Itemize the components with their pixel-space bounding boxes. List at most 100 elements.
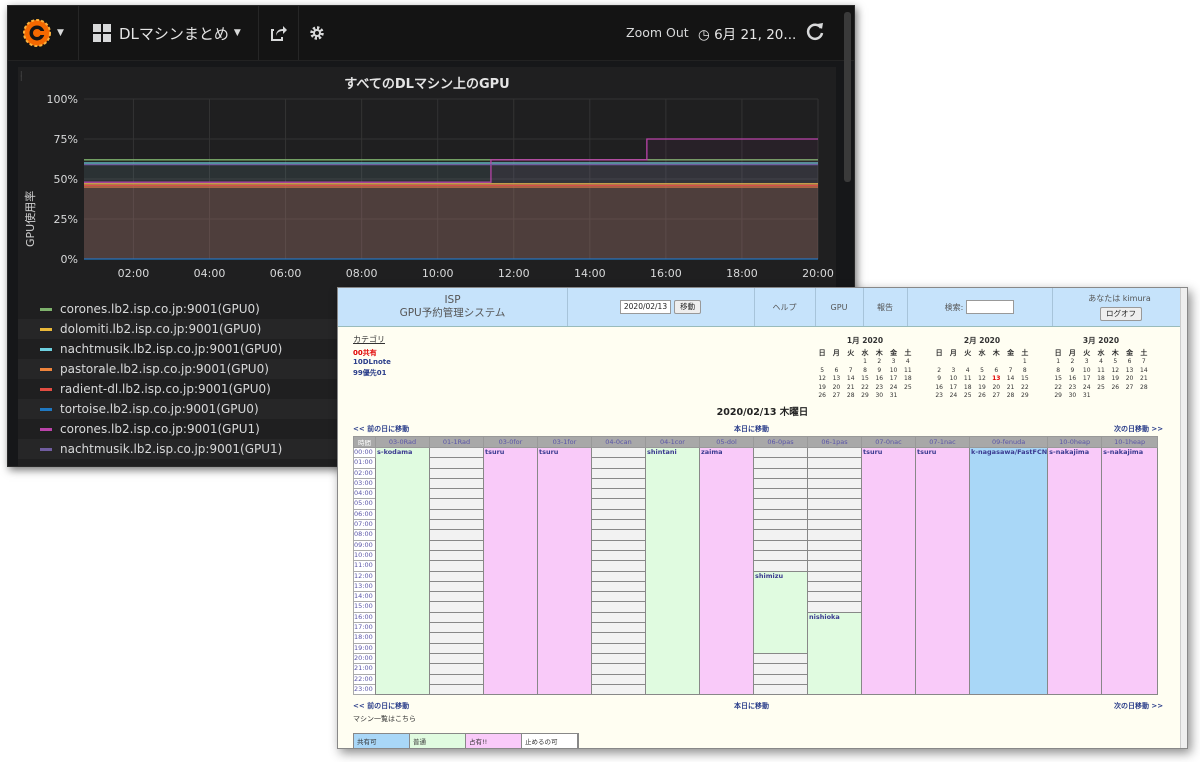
free-slot[interactable] (807, 488, 862, 500)
calendar-day[interactable]: 4 (1099, 358, 1103, 365)
calendar-day[interactable]: 6 (994, 366, 999, 374)
free-slot[interactable] (753, 457, 808, 469)
calendar-day[interactable]: 5 (980, 366, 984, 374)
free-slot[interactable] (753, 477, 808, 490)
reservation-block[interactable]: tsuru (861, 446, 916, 696)
calendar-day[interactable]: 26 (818, 392, 826, 399)
today-link[interactable]: 本日に移動 (734, 425, 769, 433)
free-slot[interactable] (429, 519, 484, 531)
legend-item[interactable]: radient-dl.lb2.isp.co.jp:9001(GPU0) (18, 379, 836, 399)
calendar-day[interactable]: 10 (949, 375, 958, 382)
calendar-day[interactable]: 8 (1022, 366, 1027, 374)
calendar-day[interactable]: 25 (904, 383, 912, 391)
calendar-day[interactable]: 16 (935, 383, 943, 391)
free-slot[interactable] (807, 457, 862, 469)
free-slot[interactable] (591, 477, 646, 490)
gpu-column-header[interactable]: 05-dol (699, 436, 754, 448)
calendar-day[interactable]: 8 (1056, 366, 1061, 374)
time-range-picker[interactable]: ◷ 6月 21, 20... (698, 23, 796, 43)
free-slot[interactable] (429, 570, 484, 582)
free-slot[interactable] (429, 446, 484, 459)
calendar-day[interactable]: 5 (820, 366, 825, 374)
grafana-menu-button[interactable]: ▼ (8, 6, 79, 60)
today-link-bottom[interactable]: 本日に移動 (734, 702, 769, 710)
reservation-block[interactable]: shintani (645, 446, 700, 696)
calendar-day[interactable]: 13 (992, 375, 1001, 382)
free-slot[interactable] (429, 580, 484, 593)
free-slot[interactable] (807, 477, 862, 490)
calendar-day[interactable]: 25 (1097, 383, 1105, 391)
free-slot[interactable] (753, 652, 808, 665)
free-slot[interactable] (429, 601, 484, 613)
gpu-column-header[interactable]: 06-0pas (753, 436, 808, 448)
free-slot[interactable] (429, 539, 484, 551)
free-slot[interactable] (591, 580, 646, 593)
settings-button[interactable] (298, 6, 336, 60)
free-slot[interactable] (591, 560, 646, 572)
free-slot[interactable] (591, 519, 646, 531)
free-slot[interactable] (429, 498, 484, 510)
free-slot[interactable] (591, 591, 646, 603)
calendar-day[interactable]: 16 (1068, 375, 1077, 382)
panel-title[interactable]: すべてのDLマシン上のGPU (344, 77, 510, 92)
move-button[interactable]: 移動 (674, 300, 702, 314)
legend-item[interactable]: corones.lb2.isp.co.jp:9001(GPU1) (18, 419, 836, 439)
calendar-day[interactable]: 27 (832, 392, 841, 399)
reservation-block[interactable]: tsuru (915, 446, 970, 696)
free-slot[interactable] (591, 570, 646, 582)
gpu-column-header[interactable]: 10-1heap (1101, 436, 1159, 448)
gpu-column-header[interactable]: 07-0nac (861, 436, 916, 448)
free-slot[interactable] (753, 549, 808, 562)
free-slot[interactable] (753, 529, 808, 541)
category-title[interactable]: カテゴリ (353, 335, 385, 344)
calendar-day[interactable]: 24 (1082, 383, 1091, 391)
machine-list-link[interactable]: マシン一覧はこちら (353, 715, 416, 723)
calendar-day[interactable]: 21 (846, 383, 855, 391)
calendar-day[interactable]: 17 (889, 375, 898, 382)
calendar-day[interactable]: 3 (1084, 358, 1089, 365)
reservation-block[interactable]: tsuru (483, 446, 538, 696)
next-day-link-bottom[interactable]: 次の日移動 >> (1114, 702, 1164, 710)
free-slot[interactable] (591, 498, 646, 510)
calendar-day[interactable]: 1 (1022, 358, 1027, 365)
free-slot[interactable] (753, 519, 808, 531)
free-slot[interactable] (429, 632, 484, 644)
calendar-day[interactable]: 17 (949, 383, 958, 391)
reservation-block[interactable]: s-kodama (375, 446, 430, 696)
calendar-day[interactable]: 29 (861, 392, 869, 399)
calendar-day[interactable]: 7 (848, 366, 853, 374)
category-item[interactable]: 99優先01 (353, 369, 387, 377)
legend-item[interactable]: corones.lb2.isp.co.jp:9001(GPU0) (18, 299, 836, 319)
prev-day-link-bottom[interactable]: << 前の日に移動 (353, 702, 410, 710)
free-slot[interactable] (753, 560, 808, 572)
calendar-day[interactable]: 6 (834, 366, 839, 374)
calendar-day[interactable]: 14 (846, 375, 855, 382)
free-slot[interactable] (429, 591, 484, 603)
calendar-day[interactable]: 25 (963, 392, 972, 399)
calendar-day[interactable]: 7 (1008, 366, 1013, 374)
calendar-day[interactable]: 15 (1054, 375, 1062, 382)
calendar-day[interactable]: 28 (1140, 383, 1148, 391)
calendar-day[interactable]: 22 (861, 383, 869, 391)
calendar-day[interactable]: 22 (1021, 383, 1029, 391)
calendar-day[interactable]: 13 (832, 375, 841, 382)
free-slot[interactable] (753, 673, 808, 685)
free-slot[interactable] (591, 622, 646, 634)
calendar-day[interactable]: 2 (937, 366, 942, 374)
gpu-column-header[interactable]: 03-0Rad (375, 436, 430, 448)
free-slot[interactable] (807, 601, 862, 613)
zoom-out-button[interactable]: Zoom Out (626, 25, 689, 40)
calendar-day[interactable]: 31 (889, 392, 898, 399)
panel-drag-handle[interactable]: ⁝ ⁝ (20, 70, 23, 83)
free-slot[interactable] (753, 498, 808, 510)
logoff-button[interactable]: ログオフ (1100, 307, 1142, 321)
calendar-day[interactable]: 24 (889, 383, 898, 391)
calendar-day[interactable]: 9 (937, 375, 942, 382)
calendar-day[interactable]: 26 (978, 392, 986, 399)
gpu-column-header[interactable]: 01-1Rad (429, 436, 484, 448)
calendar-day[interactable]: 30 (875, 392, 884, 399)
free-slot[interactable] (807, 560, 862, 572)
calendar-day[interactable]: 11 (963, 375, 972, 382)
free-slot[interactable] (591, 611, 646, 624)
calendar-day[interactable]: 10 (1082, 366, 1091, 374)
